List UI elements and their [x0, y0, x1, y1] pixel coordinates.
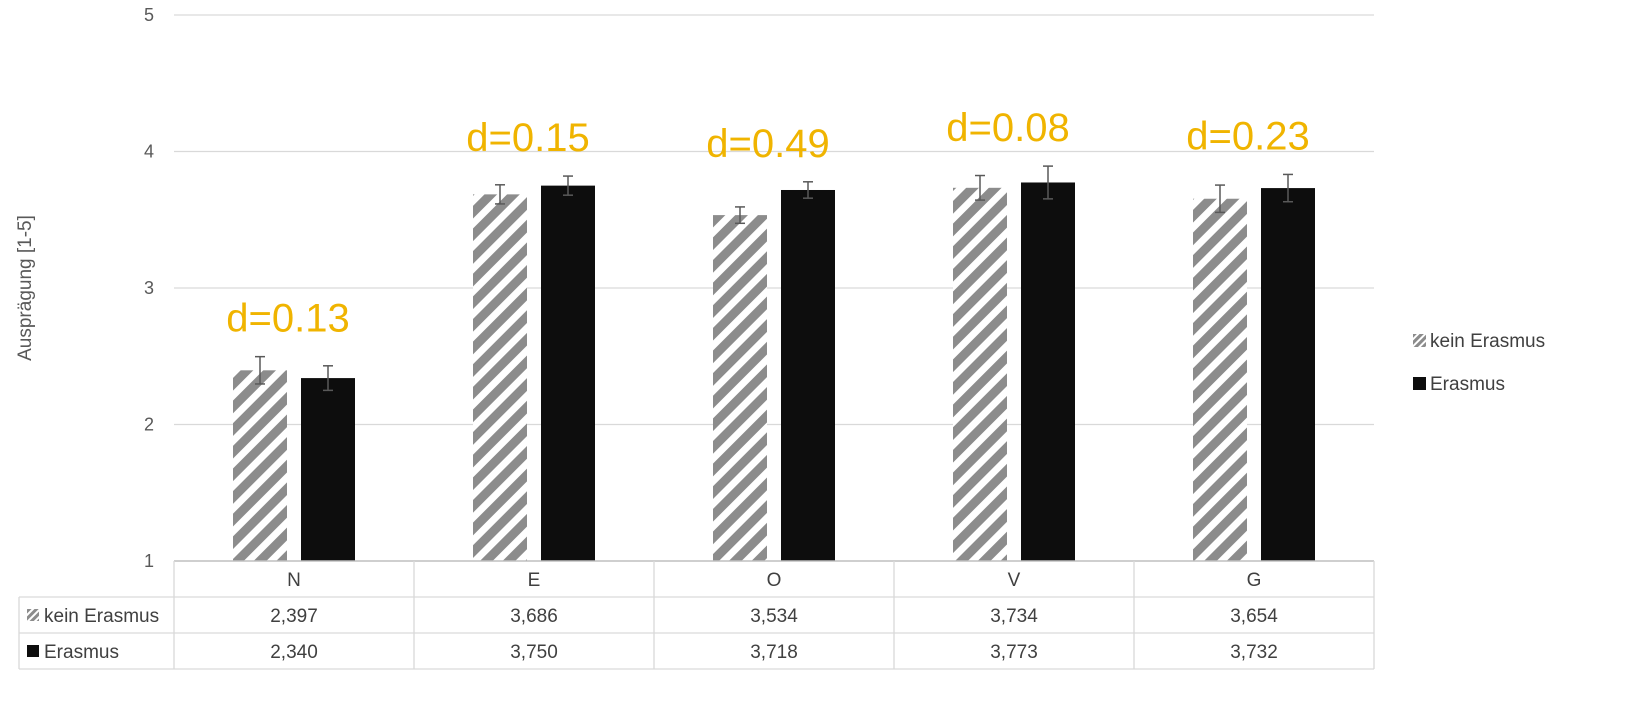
y-tick-label: 4	[144, 142, 154, 162]
bar-kein-erasmus	[233, 370, 287, 561]
error-bar	[1283, 173, 1293, 203]
table-cell: 3,734	[990, 606, 1038, 627]
effect-size-annotation: d=0.13	[226, 297, 349, 341]
table-cell: 3,718	[750, 642, 798, 663]
category-label: E	[528, 570, 541, 591]
bar-erasmus	[781, 189, 835, 562]
gridlines: 1 2 3 4 5	[144, 5, 1374, 571]
error-bar	[1215, 184, 1225, 214]
bar-kein-erasmus	[473, 194, 527, 561]
bar-erasmus	[541, 185, 595, 561]
error-bar	[255, 355, 265, 385]
table-cell: 2,340	[270, 642, 318, 663]
table-cell: 3,750	[510, 642, 558, 663]
error-bar	[735, 206, 745, 225]
category-label: V	[1008, 570, 1021, 591]
legend-label: kein Erasmus	[1430, 331, 1545, 352]
effect-size-annotation: d=0.49	[706, 122, 829, 166]
y-tick-label: 3	[144, 278, 154, 298]
table-cell: 3,686	[510, 606, 558, 627]
y-tick-label: 1	[144, 551, 154, 571]
legend-label: Erasmus	[1430, 374, 1505, 395]
table-legend-key-kein-erasmus	[27, 609, 39, 621]
bar-erasmus	[1261, 188, 1315, 561]
y-tick-label: 2	[144, 415, 154, 435]
legend-key-kein-erasmus	[1413, 334, 1426, 347]
error-bar	[495, 184, 505, 205]
annotations: d=0.13 d=0.15 d=0.49 d=0.08 d=0.23	[226, 106, 1309, 341]
error-bar	[1043, 165, 1053, 200]
bar-kein-erasmus	[1193, 198, 1247, 561]
bar-kein-erasmus	[953, 187, 1007, 561]
category-label: O	[767, 570, 782, 591]
error-bar	[975, 174, 985, 201]
table-cell: 3,654	[1230, 606, 1278, 627]
effect-size-annotation: d=0.15	[466, 116, 589, 160]
error-bar	[563, 175, 573, 196]
category-label: N	[287, 570, 301, 591]
legend: kein Erasmus Erasmus	[1413, 331, 1545, 395]
bars	[233, 182, 1315, 562]
bar-erasmus	[1021, 182, 1075, 561]
error-bars	[255, 165, 1293, 392]
table-row-label: kein Erasmus	[44, 606, 159, 627]
bar-kein-erasmus	[713, 215, 767, 561]
effect-size-annotation: d=0.08	[946, 106, 1069, 150]
legend-key-erasmus	[1413, 377, 1426, 390]
table-cell: 2,397	[270, 606, 318, 627]
y-axis-label: Ausprägung [1-5]	[15, 215, 36, 361]
table-cell: 3,732	[1230, 642, 1278, 663]
table-cell: 3,773	[990, 642, 1038, 663]
effect-size-annotation: d=0.23	[1186, 114, 1309, 158]
table-cell: 3,534	[750, 606, 798, 627]
error-bar	[323, 365, 333, 392]
bar-erasmus	[301, 378, 355, 561]
error-bar	[803, 181, 813, 199]
y-tick-label: 5	[144, 5, 154, 25]
table-legend-key-erasmus	[27, 645, 39, 657]
category-label: G	[1247, 570, 1262, 591]
table-row-label: Erasmus	[44, 642, 119, 663]
